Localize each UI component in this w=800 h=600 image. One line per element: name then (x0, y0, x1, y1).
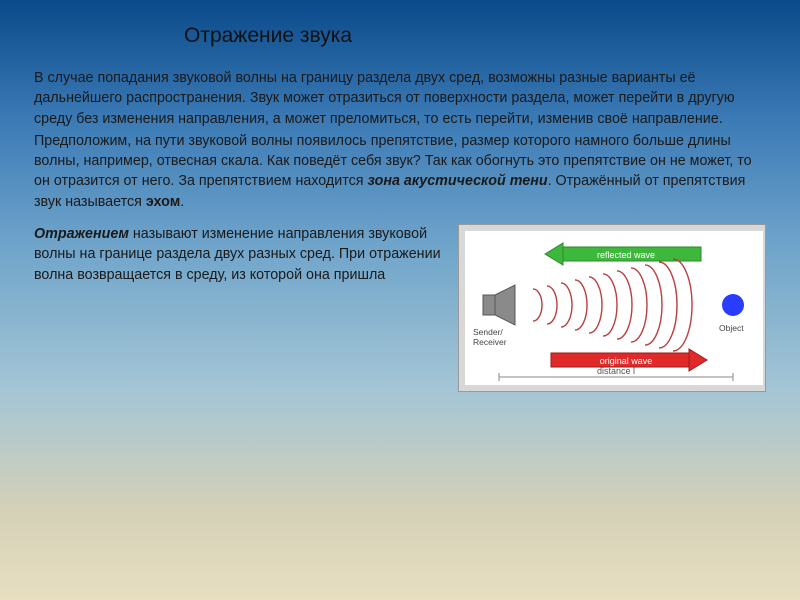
slide-title: Отражение звука (184, 24, 766, 48)
paragraph-2: Предположим, на пути звуковой волны появ… (34, 131, 766, 212)
wave-diagram: reflected wave Sender/Receiver Object origi… (458, 224, 766, 392)
wave-diagram-svg: reflected wave Sender/Receiver Object origi… (465, 231, 763, 385)
svg-text:Receiver: Receiver (473, 337, 507, 347)
paragraph-3: Отражением называют изменение направлени… (34, 224, 444, 285)
paragraph-3-wrap: Отражением называют изменение направлени… (34, 224, 444, 287)
svg-text:distance l: distance l (597, 366, 635, 376)
svg-text:original wave: original wave (600, 356, 653, 366)
svg-text:reflected wave: reflected wave (597, 250, 655, 260)
paragraph-1: В случае попадания звуковой волны на гра… (34, 68, 766, 129)
lower-row: Отражением называют изменение направлени… (34, 224, 766, 392)
svg-text:Object: Object (719, 323, 744, 333)
paragraph-block-1: В случае попадания звуковой волны на гра… (34, 68, 766, 212)
svg-text:Sender/: Sender/ (473, 327, 503, 337)
